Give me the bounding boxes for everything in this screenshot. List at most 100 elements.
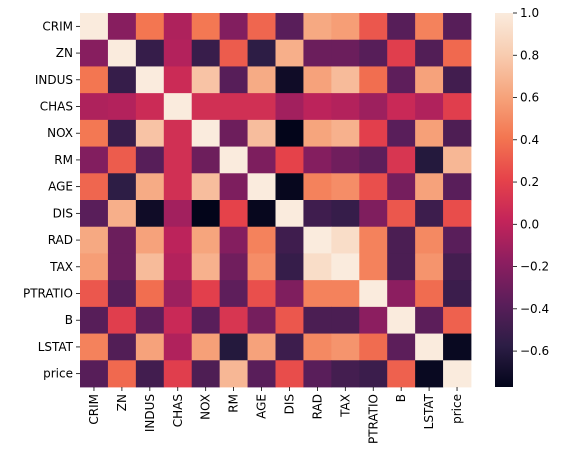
heatmap-cell — [107, 226, 137, 254]
heatmap-cell — [107, 306, 137, 334]
heatmap-cell — [359, 280, 388, 308]
heatmap-cell — [247, 173, 276, 201]
x-tick-label: DIS — [282, 394, 296, 414]
heatmap-cell — [443, 306, 472, 334]
heatmap-cell — [303, 360, 332, 388]
heatmap-cell — [219, 360, 248, 388]
heatmap-cell — [387, 93, 416, 121]
heatmap-cell — [107, 93, 137, 121]
heatmap-cell — [303, 306, 332, 334]
heatmap-cell — [443, 13, 472, 41]
heatmap-cell — [303, 119, 332, 147]
heatmap-cell — [359, 119, 388, 147]
heatmap-cell — [303, 253, 332, 281]
heatmap-cell — [219, 93, 248, 121]
heatmap-cell — [135, 333, 165, 361]
heatmap-cell — [247, 119, 276, 147]
colorbar-ticks: 1.0 0.8 0.6 0.4 0.2 0.0 −0.2 −0.4 −0.6 — [513, 6, 549, 358]
x-tick-label: NOX — [199, 394, 213, 420]
heatmap-cell — [443, 280, 472, 308]
heatmap-cell — [247, 13, 276, 41]
heatmap-cell — [80, 200, 109, 228]
heatmap-cell — [359, 253, 388, 281]
heatmap-cell — [443, 253, 472, 281]
heatmap-cell — [163, 66, 193, 94]
heatmap-cell — [303, 226, 332, 254]
heatmap-cell — [443, 333, 472, 361]
heatmap-cell — [135, 306, 165, 334]
heatmap-cell — [331, 280, 360, 308]
heatmap-cell — [80, 173, 109, 201]
heatmap-cell — [331, 200, 360, 228]
heatmap-cell — [275, 333, 304, 361]
heatmap-cell — [135, 253, 165, 281]
heatmap-cell — [387, 333, 416, 361]
y-tick-label: RM — [54, 153, 73, 167]
heatmap-cell — [80, 280, 109, 308]
heatmap-cell — [359, 200, 388, 228]
x-tick-label: TAX — [338, 394, 352, 418]
heatmap-cell — [191, 39, 221, 67]
heatmap-cell — [163, 333, 193, 361]
heatmap-cells — [80, 13, 472, 388]
colorbar-tick-label: −0.6 — [520, 344, 549, 358]
heatmap-cell — [107, 360, 137, 388]
heatmap-cell — [275, 173, 304, 201]
y-tick-label: CRIM — [42, 19, 73, 33]
x-tick-label: price — [450, 394, 464, 424]
heatmap-cell — [247, 360, 276, 388]
heatmap-cell — [135, 280, 165, 308]
x-tick-label: CRIM — [87, 394, 101, 425]
y-tick-label: price — [43, 367, 73, 381]
heatmap-cell — [191, 360, 221, 388]
heatmap-cell — [191, 93, 221, 121]
heatmap-cell — [80, 93, 109, 121]
x-tick-labels: CRIM ZN INDUS CHAS NOX RM AGE DIS RAD TAX PTRATIO B… — [87, 387, 464, 444]
heatmap-cell — [303, 93, 332, 121]
heatmap-cell — [135, 13, 165, 41]
heatmap-cell — [387, 13, 416, 41]
heatmap-cell — [443, 226, 472, 254]
heatmap-cell — [80, 39, 109, 67]
heatmap-cell — [387, 360, 416, 388]
heatmap-cell — [135, 173, 165, 201]
heatmap-cell — [163, 253, 193, 281]
heatmap-cell — [359, 333, 388, 361]
heatmap-cell — [107, 173, 137, 201]
heatmap-cell — [80, 253, 109, 281]
heatmap-cell — [107, 253, 137, 281]
heatmap-cell — [415, 360, 444, 388]
colorbar-tick-label: 0.8 — [520, 48, 539, 62]
heatmap-cell — [359, 93, 388, 121]
heatmap-cell — [80, 119, 109, 147]
heatmap-cell — [331, 333, 360, 361]
heatmap-cell — [275, 13, 304, 41]
heatmap-cell — [80, 306, 109, 334]
heatmap-cell — [415, 333, 444, 361]
heatmap-cell — [191, 226, 221, 254]
heatmap-cell — [443, 200, 472, 228]
heatmap-cell — [163, 93, 193, 121]
heatmap-cell — [275, 39, 304, 67]
heatmap-cell — [359, 39, 388, 67]
heatmap-cell — [135, 226, 165, 254]
heatmap-cell — [275, 200, 304, 228]
heatmap-cell — [275, 253, 304, 281]
heatmap-cell — [331, 93, 360, 121]
x-tick-label: B — [394, 394, 408, 402]
heatmap-cell — [107, 280, 137, 308]
heatmap-cell — [415, 280, 444, 308]
y-tick-label: B — [65, 313, 73, 327]
heatmap-cell — [359, 360, 388, 388]
colorbar-tick-label: 0.6 — [520, 91, 539, 105]
heatmap-cell — [331, 173, 360, 201]
heatmap-cell — [387, 66, 416, 94]
heatmap-cell — [135, 200, 165, 228]
heatmap-cell — [331, 39, 360, 67]
colorbar-tick-label: 0.4 — [520, 133, 539, 147]
heatmap-cell — [247, 253, 276, 281]
x-tick-label: ZN — [115, 394, 129, 411]
heatmap-cell — [219, 13, 248, 41]
heatmap-cell — [107, 13, 137, 41]
heatmap-cell — [303, 280, 332, 308]
